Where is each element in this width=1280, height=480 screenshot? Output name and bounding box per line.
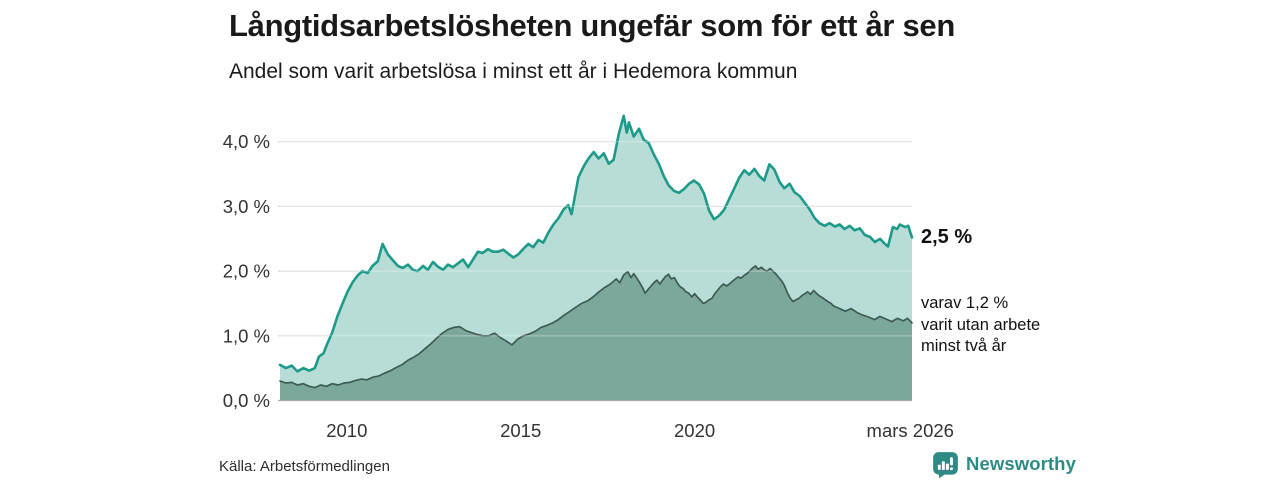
y-tick-label: 1,0 % <box>223 325 270 346</box>
y-tick-label: 4,0 % <box>223 131 270 152</box>
x-tick-label: 2020 <box>674 420 715 441</box>
y-tick-label: 3,0 % <box>223 196 270 217</box>
source-credit: Källa: Arbetsförmedlingen <box>219 458 390 475</box>
y-tick-label: 2,0 % <box>223 261 270 282</box>
newsworthy-logo-icon <box>933 451 958 478</box>
series-end-label-total: 2,5 % <box>921 226 973 248</box>
y-tick-label: 0,0 % <box>223 390 270 411</box>
series-end-label-two-year: varav 1,2 % varit utan arbete minst två … <box>921 294 1041 355</box>
x-tick-label: 2015 <box>500 420 541 441</box>
page-title: Långtidsarbetslösheten ungefär som för e… <box>229 8 956 43</box>
line-unemployed-two-years <box>279 265 913 389</box>
newsworthy-brand-name: Newsworthy <box>966 453 1076 474</box>
x-tick-label: 2010 <box>326 420 367 441</box>
area-unemployed-two-years <box>280 265 912 401</box>
chart-subtitle: Andel som varit arbetslösa i minst ett å… <box>229 60 798 83</box>
x-tick-label: mars 2026 <box>867 420 954 441</box>
line-unemployed-one-year <box>278 114 914 373</box>
newsworthy-brand: Newsworthy <box>932 450 1076 478</box>
